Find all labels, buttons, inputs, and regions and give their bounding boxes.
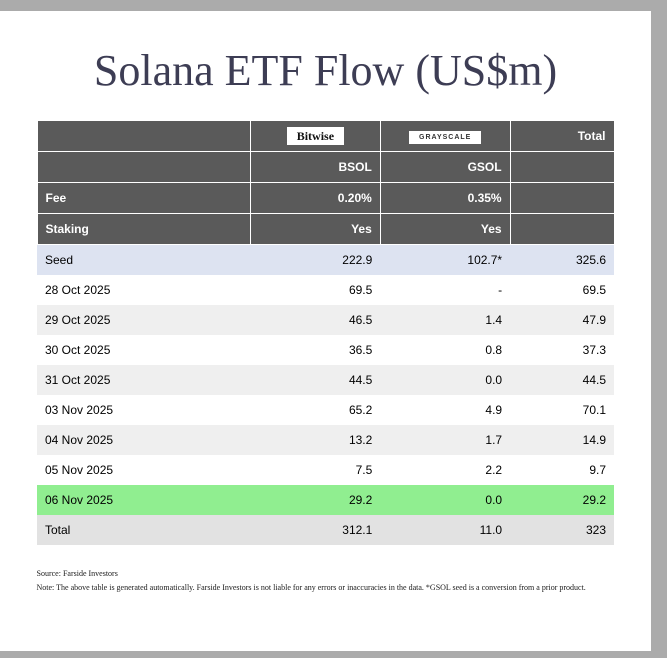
total-value: 323 xyxy=(510,514,614,545)
bsol-value: 13.2 xyxy=(250,424,381,455)
ticker-bsol: BSOL xyxy=(249,151,381,183)
total-value: 70.1 xyxy=(510,394,614,425)
header-row-fee: Fee 0.20% 0.35% xyxy=(36,182,615,214)
bsol-value: 7.5 xyxy=(250,454,381,485)
gsol-value: 1.4 xyxy=(380,304,511,335)
bitwise-logo: Bitwise xyxy=(286,127,345,145)
total-value: 47.9 xyxy=(510,304,614,335)
table-row: 05 Nov 2025 7.5 2.2 9.7 xyxy=(37,454,614,485)
staking-bsol: Yes xyxy=(249,213,381,245)
table-row: 31 Oct 2025 44.5 0.0 44.5 xyxy=(37,364,614,395)
row-label: 29 Oct 2025 xyxy=(37,304,251,335)
total-value: 325.6 xyxy=(510,244,614,275)
row-label: 30 Oct 2025 xyxy=(37,334,251,365)
gsol-value: 11.0 xyxy=(380,514,511,545)
table-row: 29 Oct 2025 46.5 1.4 47.9 xyxy=(37,304,614,335)
gsol-value: 4.9 xyxy=(380,394,511,425)
gsol-value: 0.0 xyxy=(380,484,511,515)
table-row: 03 Nov 2025 65.2 4.9 70.1 xyxy=(37,394,614,425)
ticker-gsol: GSOL xyxy=(379,151,511,183)
table-row: 30 Oct 2025 36.5 0.8 37.3 xyxy=(37,334,614,365)
table-row-seed: Seed 222.9 102.7* 325.6 xyxy=(37,244,614,275)
ticker-blank-cell xyxy=(36,151,251,183)
total-value: 9.7 xyxy=(510,454,614,485)
content-area: Solana ETF Flow (US$m) Bitwise GRAYSCALE… xyxy=(0,11,651,651)
bsol-value: 46.5 xyxy=(250,304,381,335)
fee-label: Fee xyxy=(36,182,251,214)
total-value: 44.5 xyxy=(510,364,614,395)
row-label: Seed xyxy=(37,244,251,275)
grayscale-logo-cell: GRAYSCALE xyxy=(379,120,511,152)
header-row-logos: Bitwise GRAYSCALE Total xyxy=(36,120,615,152)
page-title: Solana ETF Flow (US$m) xyxy=(93,46,558,95)
table-row: 28 Oct 2025 69.5 - 69.5 xyxy=(37,274,614,305)
row-label: 03 Nov 2025 xyxy=(37,394,251,425)
footnotes: Source: Farside Investors Note: The abov… xyxy=(37,567,615,596)
staking-total-blank xyxy=(509,213,615,245)
source-note: Source: Farside Investors xyxy=(36,568,118,578)
ticker-total-blank xyxy=(509,151,615,183)
grayscale-logo: GRAYSCALE xyxy=(409,131,482,144)
bsol-value: 36.5 xyxy=(250,334,381,365)
gsol-value: 0.8 xyxy=(380,334,511,365)
gsol-value: - xyxy=(380,274,511,305)
gsol-value: 102.7* xyxy=(380,244,511,275)
staking-label: Staking xyxy=(36,213,251,245)
header-blank-cell xyxy=(36,120,251,152)
row-label: 04 Nov 2025 xyxy=(37,424,251,455)
table-row-latest: 06 Nov 2025 29.2 0.0 29.2 xyxy=(37,484,614,515)
bsol-value: 44.5 xyxy=(250,364,381,395)
table-row: 04 Nov 2025 13.2 1.7 14.9 xyxy=(37,424,614,455)
disclaimer-note: Note: The above table is generated autom… xyxy=(36,582,586,592)
header-row-staking: Staking Yes Yes xyxy=(36,213,615,245)
bsol-value: 312.1 xyxy=(250,514,381,545)
row-label: 05 Nov 2025 xyxy=(37,454,251,485)
gsol-value: 1.7 xyxy=(380,424,511,455)
total-value: 29.2 xyxy=(510,484,614,515)
gsol-value: 2.2 xyxy=(380,454,511,485)
row-label: Total xyxy=(37,514,251,545)
fee-total-blank xyxy=(509,182,615,214)
total-column-header: Total xyxy=(509,120,615,152)
etf-flow-table: Bitwise GRAYSCALE Total BSOL GSOL Fee 0.… xyxy=(36,120,615,545)
header-row-tickers: BSOL GSOL xyxy=(36,151,615,183)
row-label: 31 Oct 2025 xyxy=(37,364,251,395)
bitwise-logo-cell: Bitwise xyxy=(249,120,381,152)
row-label: 06 Nov 2025 xyxy=(37,484,251,515)
total-value: 37.3 xyxy=(510,334,614,365)
row-label: 28 Oct 2025 xyxy=(37,274,251,305)
gsol-value: 0.0 xyxy=(380,364,511,395)
fee-gsol: 0.35% xyxy=(379,182,511,214)
bsol-value: 69.5 xyxy=(250,274,381,305)
table-row-total: Total 312.1 11.0 323 xyxy=(37,514,614,545)
bsol-value: 222.9 xyxy=(250,244,381,275)
bsol-value: 29.2 xyxy=(250,484,381,515)
bsol-value: 65.2 xyxy=(250,394,381,425)
total-value: 69.5 xyxy=(510,274,614,305)
fee-bsol: 0.20% xyxy=(249,182,381,214)
staking-gsol: Yes xyxy=(379,213,511,245)
total-value: 14.9 xyxy=(510,424,614,455)
